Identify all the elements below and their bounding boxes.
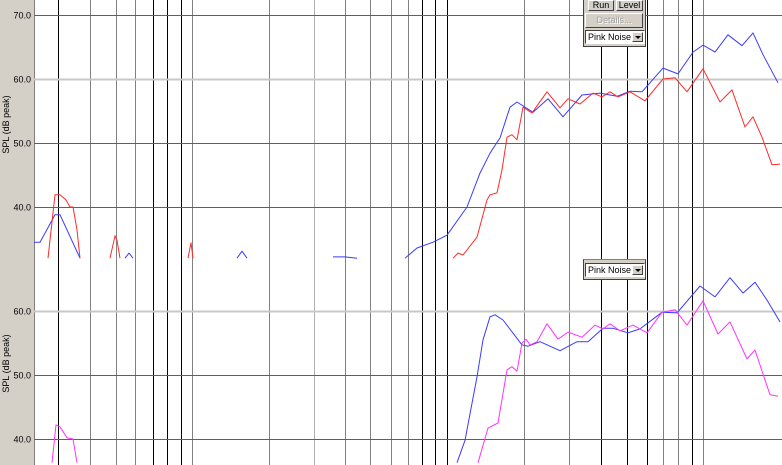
series-blue-segment bbox=[404, 32, 779, 259]
series-blue-segment bbox=[333, 256, 358, 259]
signal-select-bottom[interactable]: Pink Noise bbox=[585, 263, 645, 277]
signal-select-top-value: Pink Noise bbox=[588, 32, 632, 42]
y-axis-gutter bbox=[0, 0, 34, 465]
y-tick-label: 70.0 bbox=[13, 11, 31, 21]
series-blue-segment bbox=[236, 250, 248, 259]
series-blue-segment bbox=[34, 214, 81, 259]
control-panel-bottom: Pink Noise bbox=[583, 259, 646, 280]
series-magenta-segment bbox=[477, 300, 779, 463]
chevron-down-icon[interactable] bbox=[632, 265, 643, 275]
y-tick-label: 40.0 bbox=[13, 435, 31, 445]
series-red-segment bbox=[187, 242, 194, 259]
details-button: Details... bbox=[585, 13, 643, 28]
series-blue-segment bbox=[124, 252, 134, 259]
y-tick-label: 50.0 bbox=[13, 371, 31, 381]
series-red-segment bbox=[452, 68, 781, 259]
series-red-segment bbox=[109, 235, 121, 259]
series-red-segment bbox=[47, 194, 81, 259]
y-tick-label: 60.0 bbox=[13, 75, 31, 85]
signal-select-top[interactable]: Pink Noise bbox=[585, 30, 645, 44]
run-button[interactable]: Run bbox=[588, 0, 614, 11]
y-axis-label: SPL (dB peak) bbox=[1, 334, 11, 392]
control-panel: Run Level Details... Pink Noise bbox=[583, 0, 646, 47]
y-tick-label: 50.0 bbox=[13, 139, 31, 149]
y-tick-label: 40.0 bbox=[13, 203, 31, 213]
y-axis-label: SPL (dB peak) bbox=[1, 95, 11, 153]
y-tick-label: 60.0 bbox=[13, 307, 31, 317]
level-button[interactable]: Level bbox=[616, 0, 643, 11]
signal-select-bottom-value: Pink Noise bbox=[588, 265, 632, 275]
series-blue-segment bbox=[456, 277, 781, 463]
chevron-down-icon[interactable] bbox=[632, 32, 643, 42]
series-magenta-segment bbox=[51, 424, 78, 463]
